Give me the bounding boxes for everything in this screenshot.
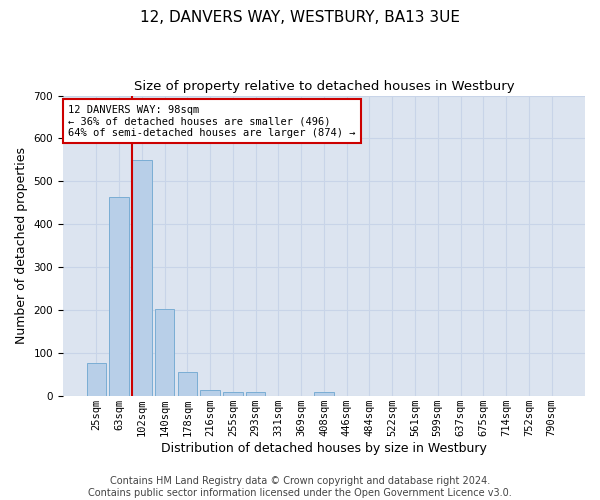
- X-axis label: Distribution of detached houses by size in Westbury: Distribution of detached houses by size …: [161, 442, 487, 455]
- Text: 12, DANVERS WAY, WESTBURY, BA13 3UE: 12, DANVERS WAY, WESTBURY, BA13 3UE: [140, 10, 460, 25]
- Bar: [178, 372, 197, 396]
- Bar: [109, 198, 129, 396]
- Title: Size of property relative to detached houses in Westbury: Size of property relative to detached ho…: [134, 80, 514, 93]
- Bar: [246, 392, 265, 396]
- Text: 12 DANVERS WAY: 98sqm
← 36% of detached houses are smaller (496)
64% of semi-det: 12 DANVERS WAY: 98sqm ← 36% of detached …: [68, 104, 356, 138]
- Bar: [314, 392, 334, 396]
- Y-axis label: Number of detached properties: Number of detached properties: [15, 148, 28, 344]
- Bar: [200, 390, 220, 396]
- Bar: [223, 392, 242, 396]
- Bar: [132, 160, 152, 396]
- Text: Contains HM Land Registry data © Crown copyright and database right 2024.
Contai: Contains HM Land Registry data © Crown c…: [88, 476, 512, 498]
- Bar: [86, 362, 106, 396]
- Bar: [155, 309, 174, 396]
